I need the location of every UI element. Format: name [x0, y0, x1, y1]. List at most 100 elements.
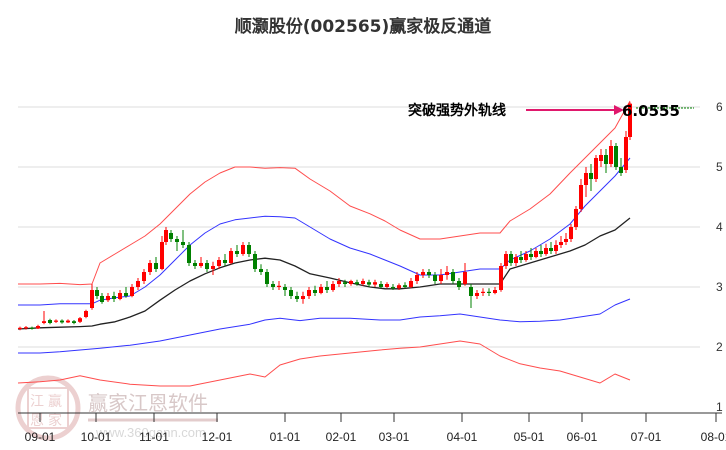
- candle: [463, 272, 467, 284]
- candle: [271, 284, 275, 287]
- candle: [549, 248, 553, 251]
- y-tick-label: 5: [716, 160, 723, 174]
- candle: [337, 281, 341, 284]
- candle: [154, 263, 158, 269]
- candle: [624, 137, 628, 170]
- y-tick-label: 4: [716, 220, 723, 234]
- y-axis-labels: 1 2 3 4 5 6: [716, 100, 723, 414]
- candle: [106, 296, 110, 301]
- candle: [313, 290, 317, 293]
- candle: [175, 239, 179, 242]
- y-tick-label: 6: [716, 100, 723, 114]
- candle: [319, 287, 323, 293]
- candle: [487, 291, 491, 293]
- line-inner_lower: [18, 298, 631, 354]
- y-tick-label: 2: [716, 340, 723, 354]
- candle: [259, 269, 263, 272]
- candle: [84, 311, 88, 317]
- candle: [534, 251, 538, 257]
- line-middle: [17, 217, 631, 330]
- candle: [469, 287, 473, 296]
- candle: [295, 296, 299, 299]
- candle: [539, 251, 543, 254]
- candle: [325, 287, 329, 290]
- candle: [457, 281, 461, 287]
- candle: [493, 290, 497, 293]
- candle: [30, 327, 34, 329]
- candle: [136, 281, 140, 287]
- chart-title: 顺灏股份(002565)赢家极反通道: [234, 17, 492, 37]
- candle: [253, 254, 257, 269]
- candle: [36, 326, 40, 329]
- candle: [235, 251, 239, 254]
- watermark-seal-char: 恩: [30, 413, 44, 429]
- line-outer_upper: [18, 100, 631, 286]
- candle: [415, 275, 419, 281]
- watermark-url: www.360gann.com: [95, 425, 206, 440]
- candle: [181, 242, 185, 245]
- candle: [112, 296, 116, 299]
- candle: [397, 285, 401, 289]
- candle: [514, 257, 518, 263]
- candle: [574, 209, 578, 227]
- candle: [559, 242, 563, 245]
- candle: [307, 290, 311, 296]
- candle: [427, 272, 431, 275]
- candle: [628, 103, 632, 137]
- candle: [241, 245, 245, 254]
- last-price-value: 6.0555: [622, 102, 680, 120]
- candle: [475, 293, 479, 296]
- x-tick-label: 08-01: [701, 430, 726, 444]
- x-axis: 09-01 10-01 11-01 12-01 01-01 02-01 03-01 04-01…: [18, 412, 726, 444]
- candle: [229, 251, 233, 263]
- gridlines: [18, 106, 700, 348]
- candle: [594, 158, 598, 179]
- candle: [379, 284, 383, 287]
- candle: [445, 272, 449, 275]
- candle: [124, 293, 128, 296]
- candle: [265, 272, 269, 284]
- candle: [373, 282, 377, 285]
- candle: [385, 284, 389, 287]
- y-tick-label: 3: [716, 280, 723, 294]
- candle: [118, 293, 122, 299]
- x-tick-label: 12-01: [202, 430, 233, 444]
- arrow-head-icon: [614, 105, 624, 115]
- candle: [619, 167, 623, 173]
- candle: [148, 263, 152, 272]
- candle: [554, 245, 558, 251]
- candle: [289, 290, 293, 296]
- candle: [199, 263, 203, 266]
- x-tick-label: 05-01: [514, 430, 545, 444]
- line-inner_upper: [18, 157, 631, 306]
- annotation-label: 突破强势外轨线: [408, 102, 506, 119]
- candle: [609, 146, 613, 164]
- candle: [60, 320, 64, 323]
- candle: [391, 287, 395, 289]
- candle: [247, 245, 251, 254]
- candle: [451, 272, 455, 281]
- candle: [599, 155, 603, 161]
- y-tick-label: 1: [716, 400, 723, 414]
- candle: [504, 254, 508, 266]
- breakout-annotation: 突破强势外轨线 6.0555: [408, 102, 694, 120]
- x-tick-label: 10-01: [81, 430, 112, 444]
- x-tick-label: 03-01: [379, 430, 410, 444]
- candle: [211, 266, 215, 269]
- candle: [169, 233, 173, 239]
- candle: [187, 245, 191, 263]
- candle: [301, 296, 305, 299]
- candle: [367, 282, 371, 285]
- candle: [604, 155, 608, 164]
- candle: [42, 321, 46, 323]
- candle: [614, 146, 618, 167]
- candle: [439, 275, 443, 281]
- candle: [544, 248, 548, 254]
- candle: [217, 260, 221, 266]
- candle: [54, 320, 58, 322]
- candle: [409, 281, 413, 287]
- candle: [100, 296, 104, 302]
- line-outer_lower: [17, 340, 631, 387]
- candle: [193, 263, 197, 266]
